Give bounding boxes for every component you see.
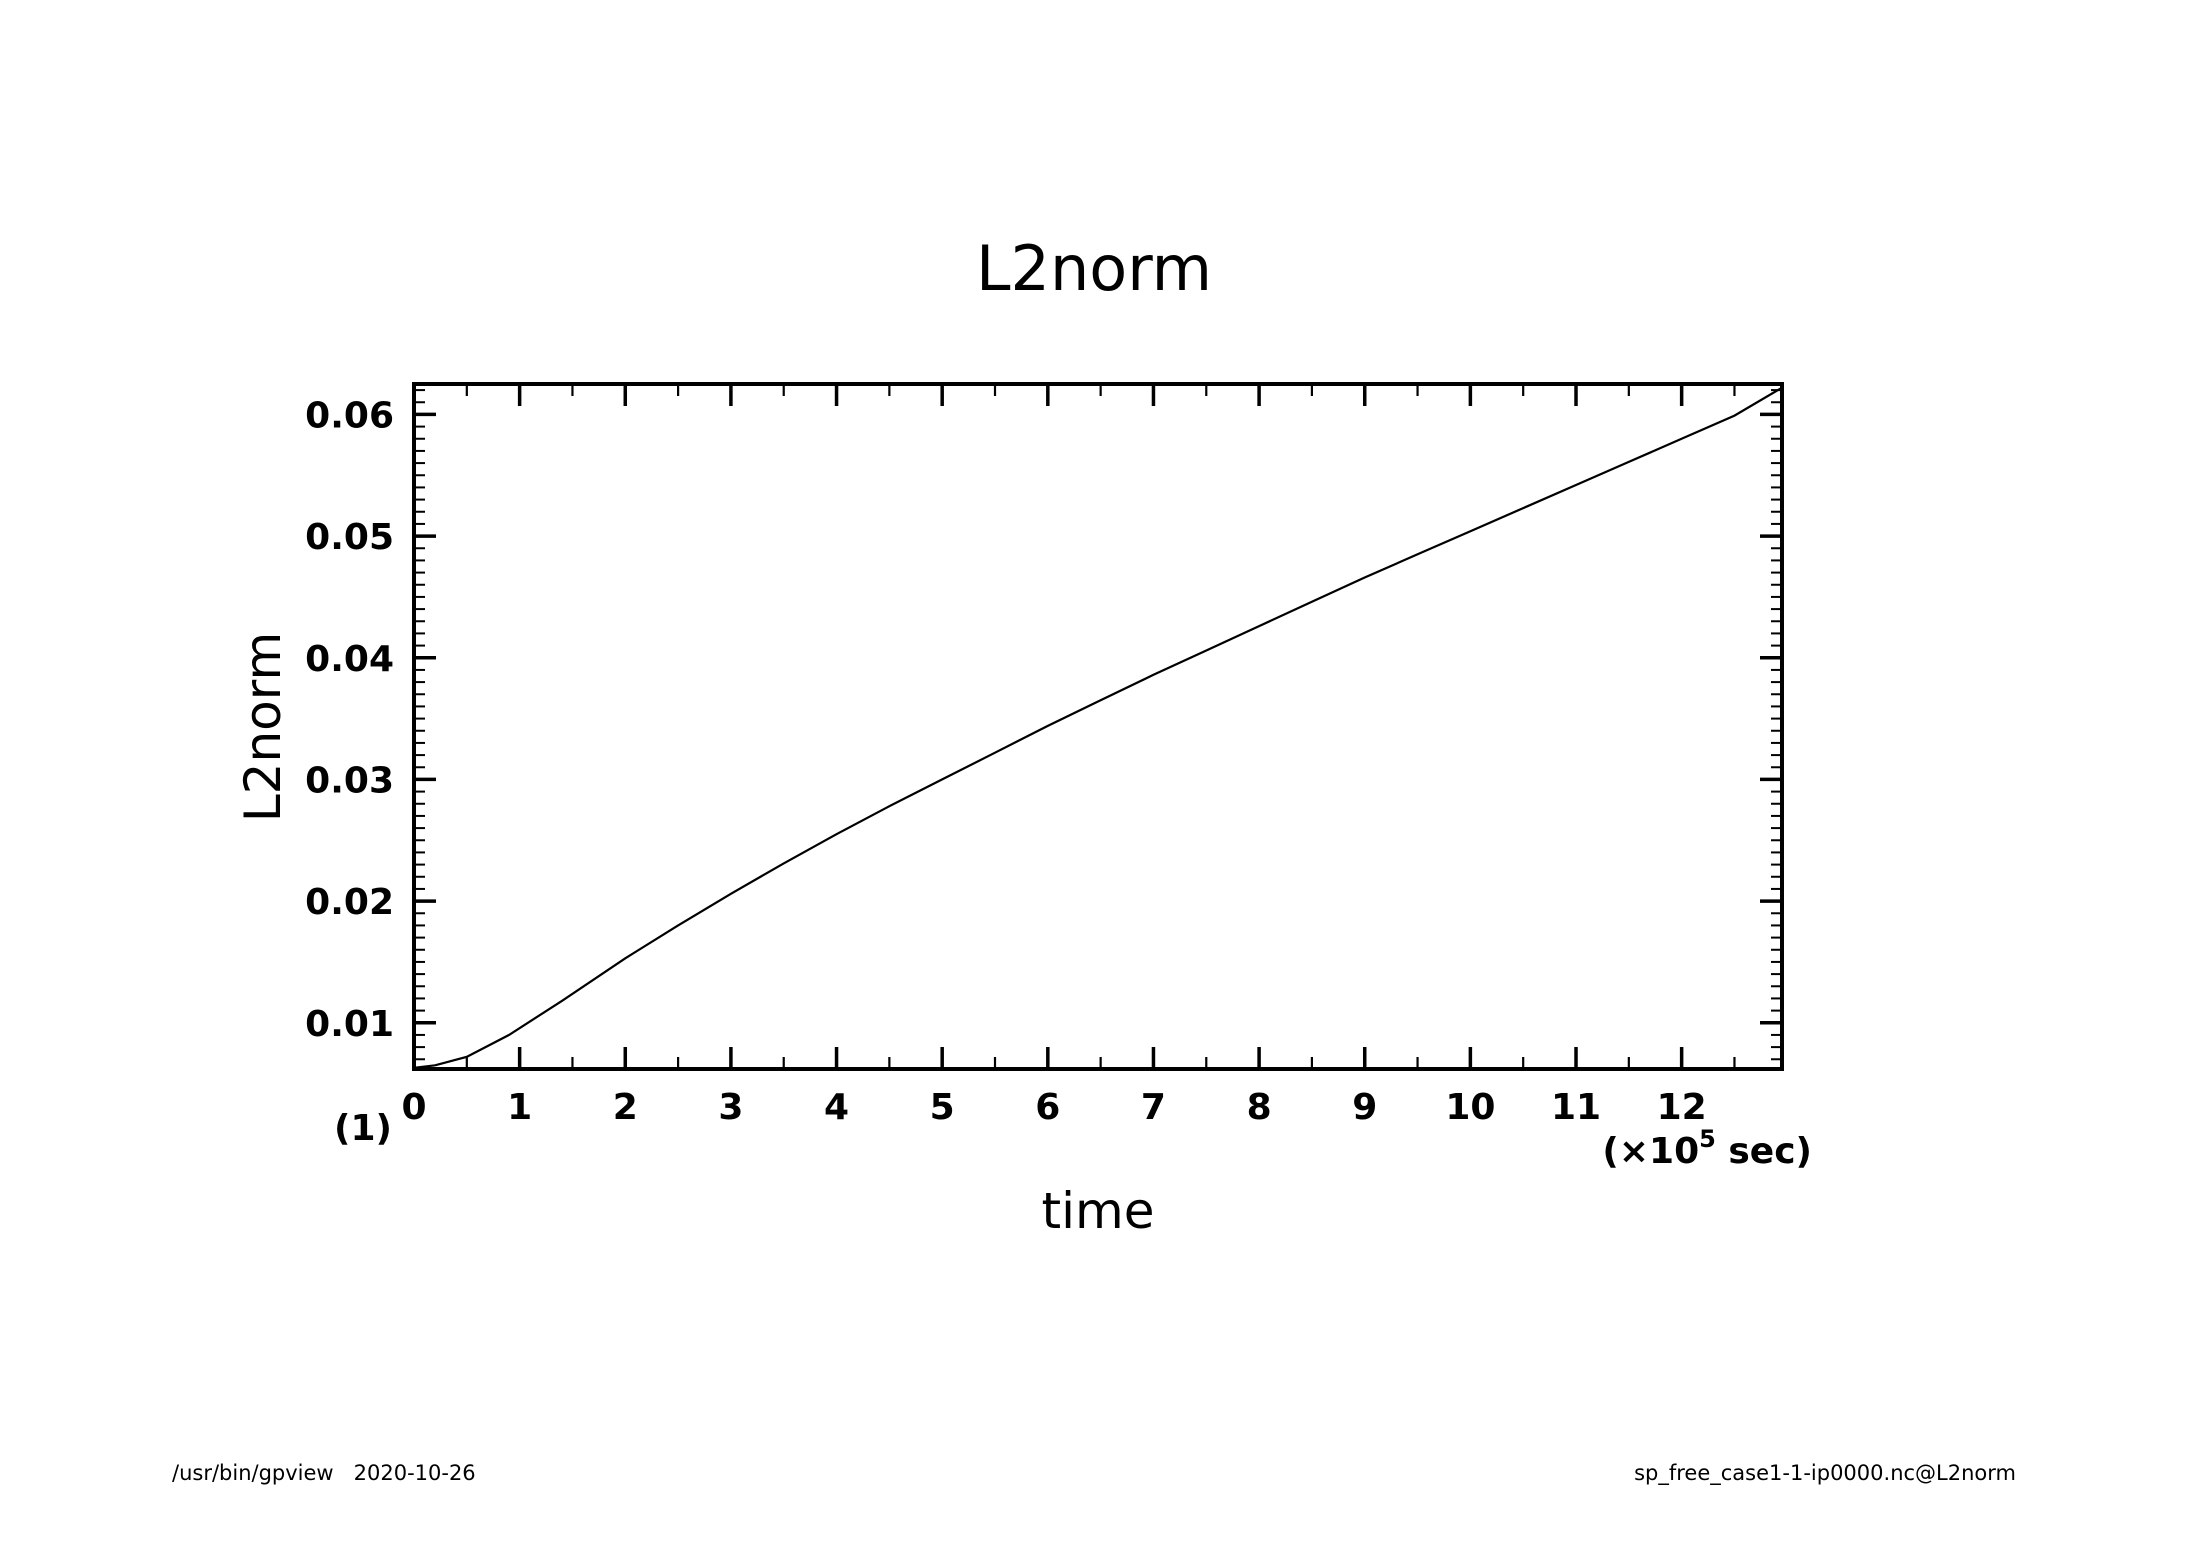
x-tick-label: 7: [1141, 1087, 1166, 1128]
y-tick-label: 0.02: [305, 882, 394, 923]
plot-frame: [412, 382, 1784, 1071]
x-tick-label: 2: [613, 1087, 638, 1128]
footer-left: /usr/bin/gpview 2020-10-26: [172, 1461, 476, 1485]
x-tick-label: 11: [1551, 1087, 1601, 1128]
x-tick-label: 9: [1352, 1087, 1377, 1128]
y-tick-label: 0.06: [305, 395, 394, 436]
y-tick-label: 0.01: [305, 1004, 394, 1045]
x-tick-label: 6: [1035, 1087, 1060, 1128]
series-line: [413, 386, 1783, 1069]
x-tick-labels: 0 1 2 3 4 5 6 7 8 9 10 11 12: [401, 1087, 1706, 1128]
x-unit-prefix: (×10: [1602, 1131, 1699, 1172]
x-axis-label: time: [1042, 1182, 1155, 1240]
x-tick-label: 4: [824, 1087, 849, 1128]
y-tick-label: 0.04: [305, 639, 394, 680]
chart-title: L2norm: [976, 232, 1212, 305]
y-tick-labels: 0.01 0.02 0.03 0.04 0.05 0.06: [305, 395, 394, 1044]
footer-right: sp_free_case1-1-ip0000.nc@L2norm: [1634, 1461, 2016, 1486]
x-unit-label: (×105 sec): [1602, 1125, 1812, 1172]
axis-ticks: [412, 384, 1782, 1069]
x-tick-label: 3: [718, 1087, 743, 1128]
y-tick-label: 0.05: [305, 517, 394, 558]
x-tick-label: 0: [401, 1087, 426, 1128]
x-tick-label: 1: [507, 1087, 532, 1128]
y-tick-label: 0.03: [305, 760, 394, 801]
x-tick-label: 12: [1657, 1087, 1707, 1128]
y-axis-label: L2norm: [234, 632, 292, 822]
panel-label: (1): [334, 1108, 392, 1149]
x-tick-label: 10: [1445, 1087, 1495, 1128]
x-unit-suffix: sec): [1716, 1131, 1812, 1172]
x-tick-label: 8: [1247, 1087, 1272, 1128]
x-unit-exponent: 5: [1699, 1125, 1716, 1153]
x-tick-label: 5: [930, 1087, 955, 1128]
